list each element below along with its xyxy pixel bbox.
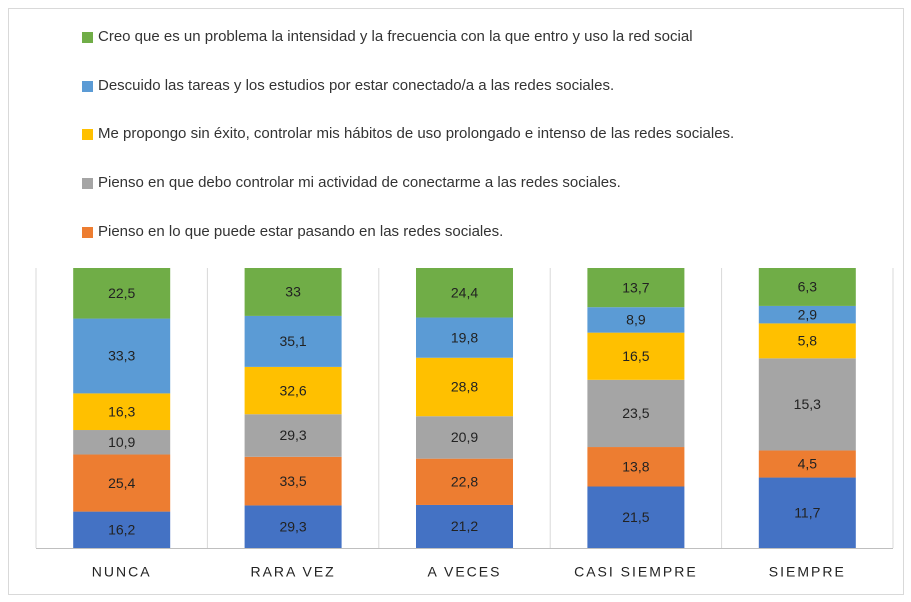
data-label: 16,2 bbox=[108, 522, 135, 538]
bar-segment bbox=[587, 379, 685, 448]
bar-segment bbox=[73, 430, 171, 455]
bar-segment bbox=[758, 450, 856, 478]
bar-segment bbox=[73, 511, 171, 548]
data-label: 16,3 bbox=[108, 403, 135, 419]
data-label: 21,2 bbox=[451, 518, 478, 534]
bar-segment bbox=[416, 504, 513, 548]
x-tick-label: RARA VEZ bbox=[250, 564, 335, 580]
data-label: 33,5 bbox=[279, 473, 306, 489]
legend-entry: Pienso en lo que puede estar pasando en … bbox=[82, 221, 868, 243]
data-label: 19,8 bbox=[451, 329, 478, 345]
data-label: 28,8 bbox=[451, 379, 478, 395]
data-label: 29,3 bbox=[279, 518, 306, 534]
data-label: 22,5 bbox=[108, 285, 135, 301]
data-label: 33 bbox=[285, 284, 301, 300]
bar-segment bbox=[244, 268, 342, 316]
legend-entry: Creo que es un problema la intensidad y … bbox=[82, 26, 868, 48]
legend-swatch bbox=[82, 129, 93, 140]
x-tick-label: CASI SIEMPRE bbox=[574, 564, 698, 580]
legend-entry: Descuido las tareas y los estudios por e… bbox=[82, 75, 868, 97]
data-label: 11,7 bbox=[794, 504, 820, 520]
legend-label: Me propongo sin éxito, controlar mis háb… bbox=[98, 125, 735, 142]
bar-segment bbox=[244, 315, 342, 367]
bar-segment bbox=[416, 317, 513, 358]
bar-segment bbox=[244, 505, 342, 548]
data-label: 4,5 bbox=[798, 456, 818, 472]
bar-segment bbox=[758, 477, 856, 548]
bar-segment bbox=[416, 458, 513, 505]
bar-segment bbox=[758, 358, 856, 451]
chart-border bbox=[8, 8, 904, 595]
bar-segment bbox=[587, 268, 685, 308]
legend-label: Pienso en que debo controlar mi activida… bbox=[98, 174, 621, 191]
bar-segment bbox=[73, 318, 171, 394]
bar-segment bbox=[587, 486, 685, 548]
bar-segment bbox=[244, 414, 342, 457]
x-tick-label: NUNCA bbox=[92, 564, 152, 580]
bar-segment bbox=[587, 332, 685, 380]
data-label: 32,6 bbox=[279, 382, 306, 398]
data-label: 5,8 bbox=[798, 333, 818, 349]
data-label: 35,1 bbox=[279, 333, 306, 349]
data-label: 25,4 bbox=[108, 475, 135, 491]
data-label: 23,5 bbox=[622, 405, 649, 421]
bar-segment bbox=[73, 454, 171, 512]
data-label: 2,9 bbox=[798, 306, 818, 322]
data-label: 16,5 bbox=[622, 348, 649, 364]
bar-segment bbox=[587, 447, 685, 487]
data-label: 22,8 bbox=[451, 474, 478, 490]
data-label: 10,9 bbox=[108, 434, 135, 450]
x-tick-label: A VECES bbox=[428, 564, 502, 580]
legend-swatch bbox=[82, 32, 93, 43]
bar-segment bbox=[758, 305, 856, 324]
data-label: 24,4 bbox=[451, 284, 478, 300]
data-label: 33,3 bbox=[108, 348, 135, 364]
bar-segment bbox=[73, 268, 171, 319]
data-label: 15,3 bbox=[794, 396, 821, 412]
data-label: 29,3 bbox=[279, 427, 306, 443]
x-tick-label: SIEMPRE bbox=[769, 564, 846, 580]
legend-swatch bbox=[82, 81, 93, 92]
bar-segment bbox=[416, 416, 513, 459]
bar-segment bbox=[758, 268, 856, 306]
data-label: 6,3 bbox=[798, 279, 818, 295]
bar-segment bbox=[244, 456, 342, 506]
bar-segment bbox=[416, 268, 513, 318]
legend-entry: Pienso en que debo controlar mi activida… bbox=[82, 172, 868, 194]
bar-segment bbox=[587, 307, 685, 333]
legend-label: Creo que es un problema la intensidad y … bbox=[98, 28, 693, 45]
legend-entry: Me propongo sin éxito, controlar mis háb… bbox=[82, 123, 868, 145]
data-label: 13,8 bbox=[622, 458, 649, 474]
legend-swatch bbox=[82, 178, 93, 189]
legend-swatch bbox=[82, 227, 93, 238]
legend-label: Descuido las tareas y los estudios por e… bbox=[98, 77, 615, 94]
legend-label: Pienso en lo que puede estar pasando en … bbox=[98, 223, 504, 240]
data-label: 20,9 bbox=[451, 429, 478, 445]
bar-segment bbox=[416, 357, 513, 417]
data-label: 8,9 bbox=[626, 312, 646, 328]
bar-segment bbox=[244, 366, 342, 415]
bar-segment bbox=[73, 393, 171, 431]
data-label: 21,5 bbox=[622, 509, 649, 525]
data-label: 13,7 bbox=[622, 279, 649, 295]
bar-segment bbox=[758, 323, 856, 359]
